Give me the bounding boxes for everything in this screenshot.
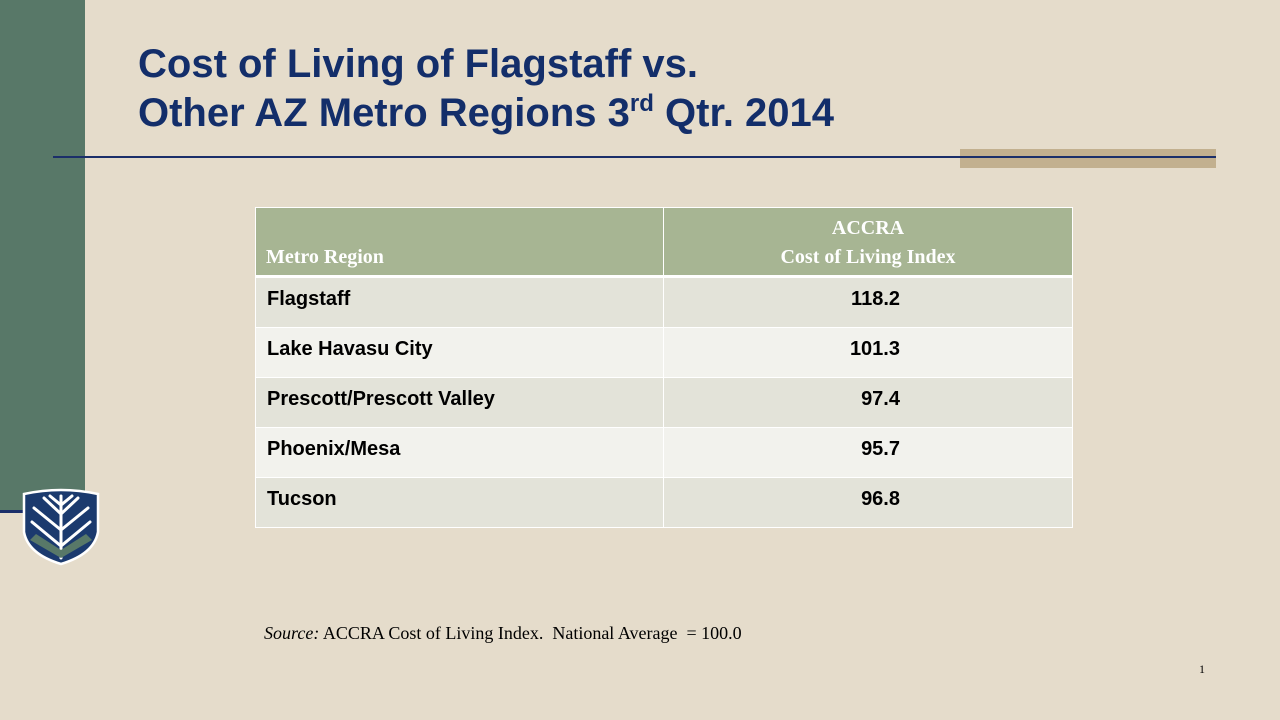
table-row: Lake Havasu City 101.3	[255, 327, 1073, 378]
title-line-2-end: Qtr. 2014	[653, 91, 835, 135]
university-shield-logo-icon	[22, 488, 100, 566]
left-green-band	[0, 0, 85, 512]
index-cell: 96.8	[663, 477, 1073, 528]
cost-of-living-table: Metro Region ACCRA Cost of Living Index …	[255, 207, 1073, 528]
table-header-row: Metro Region ACCRA Cost of Living Index	[255, 207, 1073, 278]
table-row: Phoenix/Mesa 95.7	[255, 427, 1073, 478]
table-row: Prescott/Prescott Valley 97.4	[255, 377, 1073, 428]
source-note: Source: ACCRA Cost of Living Index. Nati…	[264, 623, 742, 644]
region-cell: Prescott/Prescott Valley	[255, 377, 664, 428]
title-rule-blue	[53, 156, 1216, 158]
header-cost-index-line-1: ACCRA	[831, 217, 905, 239]
slide-title: Cost of Living of Flagstaff vs. Other AZ…	[138, 40, 834, 138]
region-cell: Lake Havasu City	[255, 327, 664, 378]
title-line-2: Other AZ Metro Regions 3	[138, 91, 630, 135]
index-cell: 101.3	[663, 327, 1073, 378]
index-cell: 118.2	[663, 276, 1073, 328]
title-line-1: Cost of Living of Flagstaff vs.	[138, 42, 699, 86]
header-cost-index: ACCRA Cost of Living Index	[663, 207, 1073, 278]
table-row: Flagstaff 118.2	[255, 276, 1073, 328]
title-superscript: rd	[629, 90, 654, 117]
page-number: 1	[1199, 662, 1205, 676]
region-cell: Tucson	[255, 477, 664, 528]
title-rule-tan-accent	[960, 149, 1216, 168]
table-row: Tucson 96.8	[255, 477, 1073, 528]
header-cost-index-line-2: Cost of Living Index	[780, 246, 956, 268]
index-cell: 97.4	[663, 377, 1073, 428]
index-cell: 95.7	[663, 427, 1073, 478]
header-metro-region: Metro Region	[255, 207, 664, 278]
region-cell: Phoenix/Mesa	[255, 427, 664, 478]
source-text: ACCRA Cost of Living Index. National Ave…	[319, 623, 742, 643]
source-label: Source:	[264, 623, 320, 643]
region-cell: Flagstaff	[255, 276, 664, 328]
